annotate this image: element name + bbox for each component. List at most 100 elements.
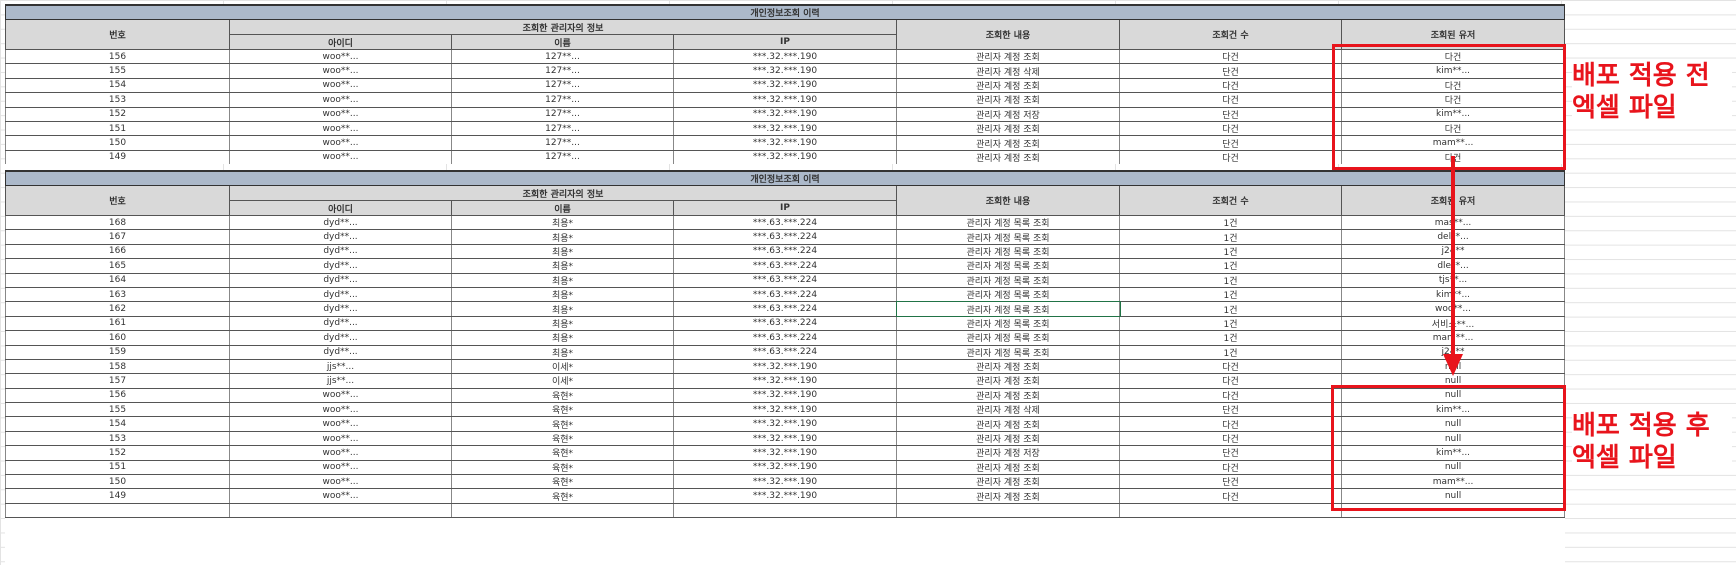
cell-content[interactable]: 관리자 계정 목록 조회 <box>896 315 1120 332</box>
cell-no[interactable]: 162 <box>5 301 230 317</box>
cell-id[interactable] <box>229 502 452 519</box>
cell-ip[interactable]: ***.32.***.190 <box>673 77 897 94</box>
cell-id[interactable]: woo**... <box>229 488 452 504</box>
cell-ip[interactable]: ***.63.***.224 <box>673 330 897 346</box>
cell-ip[interactable]: ***.63.***.224 <box>673 229 897 245</box>
cell-id[interactable]: woo**... <box>229 135 452 151</box>
cell-content[interactable]: 관리자 계정 목록 조회 <box>896 286 1120 303</box>
cell-name[interactable]: 127**... <box>451 106 674 122</box>
cell-ip[interactable]: ***.32.***.190 <box>673 430 897 447</box>
cell-id[interactable]: woo**... <box>229 445 452 461</box>
cell-no[interactable]: 152 <box>5 106 230 122</box>
cell-name[interactable]: 이세* <box>451 358 674 375</box>
cell-count[interactable]: 1건 <box>1119 286 1342 303</box>
cell-no[interactable]: 158 <box>5 358 230 375</box>
cell-no[interactable]: 156 <box>5 48 230 65</box>
cell-ip[interactable]: ***.63.***.224 <box>673 258 897 274</box>
cell-name[interactable]: 최용* <box>451 315 674 332</box>
cell-id[interactable]: dyd**... <box>229 243 452 260</box>
cell-id[interactable]: dyd**... <box>229 315 452 332</box>
cell-count[interactable]: 다건 <box>1119 373 1342 389</box>
cell-id[interactable]: jjs**... <box>229 358 452 375</box>
cell-id[interactable]: woo**... <box>229 474 452 490</box>
cell-name[interactable]: 최용* <box>451 272 674 288</box>
cell-count[interactable]: 1건 <box>1119 258 1342 274</box>
cell-name[interactable]: 최용* <box>451 286 674 303</box>
cell-ip[interactable]: ***.32.***.190 <box>673 358 897 375</box>
cell-name[interactable]: 육현* <box>451 459 674 476</box>
cell-no[interactable]: 165 <box>5 258 230 274</box>
cell-count[interactable]: 다건 <box>1119 488 1342 504</box>
cell-name[interactable]: 육현* <box>451 474 674 490</box>
cell-id[interactable]: woo**... <box>229 387 452 404</box>
cell-content[interactable]: 관리자 계정 조회 <box>896 474 1120 490</box>
cell-count[interactable]: 1건 <box>1119 315 1342 332</box>
cell-count[interactable]: 다건 <box>1119 92 1342 108</box>
cell-ip[interactable]: ***.32.***.190 <box>673 402 897 418</box>
cell-id[interactable]: dyd**... <box>229 258 452 274</box>
cell-ip[interactable]: ***.63.***.224 <box>673 286 897 303</box>
cell-count[interactable]: 단건 <box>1119 135 1342 151</box>
cell-name[interactable]: 육현* <box>451 402 674 418</box>
cell-id[interactable]: woo**... <box>229 430 452 447</box>
cell-no[interactable]: 149 <box>5 149 230 164</box>
cell-count[interactable]: 다건 <box>1119 387 1342 404</box>
cell-id[interactable]: dyd**... <box>229 229 452 245</box>
cell-ip[interactable]: ***.32.***.190 <box>673 48 897 65</box>
cell-content[interactable]: 관리자 계정 조회 <box>896 48 1120 65</box>
cell-count[interactable]: 단건 <box>1119 402 1342 418</box>
cell-name[interactable]: 127**... <box>451 48 674 65</box>
cell-no[interactable]: 161 <box>5 315 230 332</box>
cell-id[interactable]: woo**... <box>229 92 452 108</box>
cell-ip[interactable]: ***.32.***.190 <box>673 416 897 432</box>
cell-no[interactable]: 150 <box>5 474 230 490</box>
cell-count[interactable]: 다건 <box>1119 430 1342 447</box>
cell-ip[interactable]: ***.63.***.224 <box>673 344 897 360</box>
cell-name[interactable]: 최용* <box>451 258 674 274</box>
cell-ip[interactable] <box>673 502 897 519</box>
cell-content[interactable]: 관리자 계정 조회 <box>896 387 1120 404</box>
cell-content[interactable]: 관리자 계정 조회 <box>896 488 1120 504</box>
cell-id[interactable]: dyd**... <box>229 272 452 288</box>
cell-content[interactable]: 관리자 계정 조회 <box>896 358 1120 375</box>
cell-ip[interactable]: ***.32.***.190 <box>673 135 897 151</box>
cell-id[interactable]: woo**... <box>229 63 452 79</box>
cell-content[interactable]: 관리자 계정 저장 <box>896 106 1120 122</box>
cell-count[interactable]: 다건 <box>1119 358 1342 375</box>
cell-no[interactable]: 155 <box>5 402 230 418</box>
cell-id[interactable]: dyd**... <box>229 286 452 303</box>
cell-content[interactable]: 관리자 계정 조회 <box>896 416 1120 432</box>
cell-ip[interactable]: ***.63.***.224 <box>673 272 897 288</box>
cell-id[interactable]: dyd**... <box>229 301 452 317</box>
cell-name[interactable]: 127**... <box>451 120 674 137</box>
cell-count[interactable]: 다건 <box>1119 48 1342 65</box>
cell-no[interactable]: 154 <box>5 77 230 94</box>
cell-ip[interactable]: ***.32.***.190 <box>673 488 897 504</box>
cell-name[interactable]: 최용* <box>451 344 674 360</box>
cell-no[interactable]: 168 <box>5 214 230 231</box>
cell-ip[interactable]: ***.32.***.190 <box>673 387 897 404</box>
cell-name[interactable]: 최용* <box>451 301 674 317</box>
cell-id[interactable]: dyd**... <box>229 344 452 360</box>
cell-no[interactable]: 156 <box>5 387 230 404</box>
cell-id[interactable]: woo**... <box>229 416 452 432</box>
cell-no[interactable]: 159 <box>5 344 230 360</box>
cell-content[interactable]: 관리자 계정 목록 조회 <box>895 300 1121 318</box>
cell-ip[interactable]: ***.32.***.190 <box>673 445 897 461</box>
cell-name[interactable]: 육현* <box>451 445 674 461</box>
cell-name[interactable]: 육현* <box>451 488 674 504</box>
cell-ip[interactable]: ***.32.***.190 <box>673 459 897 476</box>
cell-count[interactable]: 1건 <box>1119 272 1342 288</box>
cell-content[interactable]: 관리자 계정 목록 조회 <box>896 330 1120 346</box>
cell-no[interactable]: 166 <box>5 243 230 260</box>
cell-id[interactable]: woo**... <box>229 149 452 164</box>
cell-name[interactable]: 127**... <box>451 63 674 79</box>
cell-ip[interactable]: ***.63.***.224 <box>673 243 897 260</box>
cell-content[interactable]: 관리자 계정 조회 <box>896 430 1120 447</box>
cell-count[interactable]: 다건 <box>1119 120 1342 137</box>
cell-count[interactable]: 단건 <box>1119 106 1342 122</box>
cell-count[interactable]: 다건 <box>1119 459 1342 476</box>
cell-no[interactable]: 160 <box>5 330 230 346</box>
cell-content[interactable] <box>896 502 1120 519</box>
cell-content[interactable]: 관리자 계정 삭제 <box>896 402 1120 418</box>
